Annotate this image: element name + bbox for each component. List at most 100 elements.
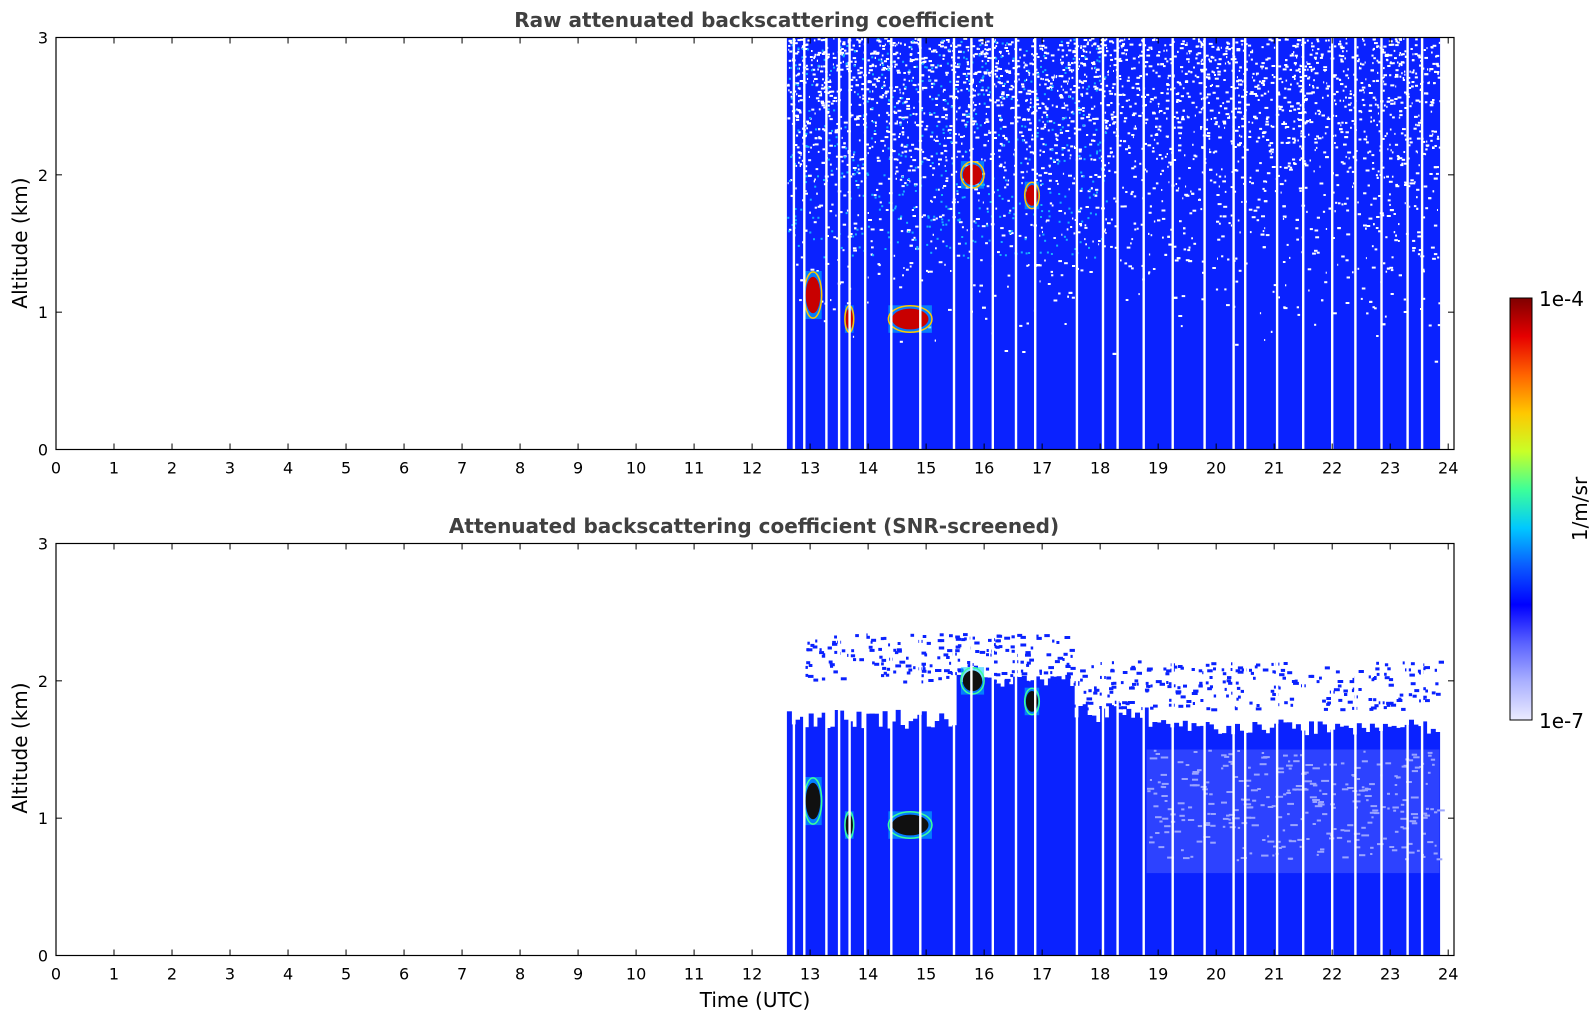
noise-speck: [899, 97, 903, 100]
screened-speck: [840, 677, 847, 681]
noise-speck: [875, 124, 877, 127]
noise-speck: [1422, 152, 1426, 155]
noise-speck: [1029, 92, 1032, 95]
screened-speck: [1344, 693, 1348, 696]
noise-speck: [1059, 96, 1064, 99]
noise-speck: [973, 89, 975, 92]
noise-speck: [1262, 246, 1266, 249]
noise-speck: [1246, 103, 1250, 106]
noise-speck: [873, 50, 877, 53]
noise-speck: [925, 125, 929, 128]
noise-speck: [1083, 64, 1087, 67]
noise-speck: [1114, 171, 1118, 174]
noise-speck: [931, 50, 935, 53]
noise-speck: [1084, 56, 1087, 59]
noise-speck: [1341, 203, 1344, 206]
data-gap: [1354, 37, 1357, 450]
noise-speck: [1386, 132, 1388, 135]
noise-speck: [1042, 103, 1045, 105]
heatmap-column: [873, 37, 879, 450]
screened-speck: [1109, 690, 1114, 694]
pale-speck: [1319, 789, 1322, 792]
noise-speck: [1065, 66, 1068, 69]
noise-speck: [1372, 306, 1375, 309]
noise-speck: [1168, 161, 1172, 164]
noise-speck: [1314, 249, 1318, 252]
noise-speck: [1241, 201, 1243, 203]
screened-speck: [810, 643, 815, 647]
noise-speck: [1048, 120, 1053, 123]
noise-speck: [1218, 125, 1220, 128]
pale-speck: [1394, 830, 1399, 833]
noise-speck: [1304, 121, 1308, 124]
noise-speck: [976, 127, 979, 130]
heatmap-column: [1091, 715, 1097, 956]
noise-speck: [989, 74, 991, 77]
noise-speck: [1112, 111, 1115, 114]
noise-speck: [1149, 205, 1152, 208]
raw-axis-ticks: 0 1 2 3 4 5 6 7 8 9 10 11 12 13 14 15 16 17 18 19 20 21 22 23 24…: [38, 29, 1459, 478]
noise-speck: [1228, 62, 1231, 65]
noise-speck: [1004, 69, 1009, 72]
noise-speck: [949, 125, 953, 128]
noise-speck: [1202, 106, 1204, 109]
pale-speck: [1411, 822, 1418, 825]
noise-speck: [901, 185, 905, 188]
screened-speck: [1425, 689, 1428, 693]
noise-speck: [821, 161, 825, 164]
noise-speck: [943, 185, 947, 187]
noise-speck: [893, 158, 898, 161]
noise-speck: [1028, 74, 1030, 76]
noise-speck: [1261, 46, 1264, 49]
noise-speck: [942, 99, 946, 101]
noise-speck: [1047, 80, 1050, 83]
noise-speck: [1183, 232, 1186, 235]
pale-speck: [1252, 799, 1257, 802]
heatmap-column: [1239, 37, 1245, 450]
noise-speck: [1180, 66, 1184, 69]
noise-speck: [1169, 43, 1173, 46]
noise-speck: [1266, 43, 1270, 46]
heatmap-column: [1052, 37, 1058, 450]
noise-speck: [1066, 41, 1070, 44]
noise-speck: [1293, 120, 1296, 123]
noise-speck: [822, 128, 825, 131]
noise-speck: [1283, 96, 1287, 99]
noise-speck: [1398, 62, 1403, 65]
screened-speck: [1368, 698, 1373, 701]
noise-speck: [982, 201, 984, 204]
noise-speck: [945, 205, 948, 208]
noise-speck: [892, 133, 896, 136]
noise-speck: [1113, 197, 1116, 200]
noise-speck: [1317, 109, 1321, 112]
noise-speck: [1129, 43, 1134, 46]
noise-speck: [1265, 58, 1269, 61]
heatmap-column: [965, 37, 971, 450]
noise-speck: [809, 56, 813, 58]
noise-speck: [867, 81, 872, 84]
screened-speck: [1020, 669, 1024, 673]
noise-speck: [885, 95, 887, 98]
noise-speck: [995, 57, 998, 60]
heatmap-column: [813, 726, 818, 956]
noise-speck: [888, 236, 891, 239]
noise-speck: [1048, 179, 1052, 182]
noise-speck: [1147, 144, 1152, 147]
noise-speck: [1084, 238, 1086, 241]
noise-speck: [1346, 50, 1348, 53]
screened-speck: [1099, 692, 1102, 696]
noise-speck: [902, 127, 904, 130]
noise-speck: [1173, 116, 1176, 118]
noise-speck: [998, 60, 999, 63]
screened-speck: [1020, 660, 1024, 664]
noise-speck: [898, 153, 900, 156]
noise-speck: [1040, 184, 1042, 187]
noise-speck: [1157, 75, 1161, 78]
noise-speck: [1293, 51, 1295, 54]
noise-speck: [1322, 136, 1324, 139]
noise-speck: [809, 117, 812, 119]
noise-speck: [1061, 233, 1063, 236]
noise-speck: [1114, 57, 1118, 60]
screened-speck: [1120, 681, 1124, 685]
screened-speck: [922, 664, 925, 668]
